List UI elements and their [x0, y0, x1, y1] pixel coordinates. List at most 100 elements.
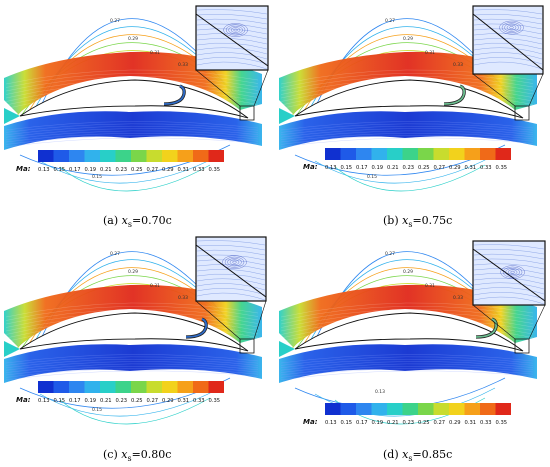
vortex-streamline: [222, 255, 247, 270]
colorbar-swatch: [162, 381, 178, 393]
colorbar-tick: 0.19: [85, 167, 97, 173]
inset-streamline: [196, 283, 266, 291]
panel-a: 0.270.290.310.330.130.15Ma:0.130.150.170…: [0, 0, 275, 233]
contour-label: 0.33: [453, 295, 463, 301]
zoom-connector: [528, 304, 546, 340]
colorbar-swatch: [325, 403, 341, 415]
contour-label: 0.31: [425, 283, 435, 289]
colorbar-swatch: [69, 381, 85, 393]
colorbar-swatch: [325, 148, 341, 160]
vortex-streamline: [224, 256, 245, 268]
contour-label: 0.27: [110, 251, 120, 257]
flow-field-plot-b: 0.270.290.310.330.130.15Ma:0.130.150.170…: [279, 5, 544, 192]
inset-streamline: [196, 245, 266, 251]
caption-c: (c) xs=0.80c: [103, 448, 172, 464]
flow-field-plot-d: 0.270.290.310.330.130.15Ma:0.130.150.170…: [279, 240, 546, 426]
inset-streamline: [196, 9, 268, 15]
colorbar-tick: 0.25: [131, 167, 143, 173]
colorbar-swatch: [418, 148, 434, 160]
zoom-connector: [528, 73, 544, 107]
streamline: [280, 137, 534, 147]
colorbar-swatch: [464, 148, 480, 160]
inset-streamline: [196, 278, 266, 286]
colorbar-tick: 0.25: [418, 420, 430, 426]
zoom-connector: [195, 69, 241, 107]
colorbar-swatch: [84, 150, 100, 162]
inset-streamline: [473, 258, 545, 265]
flow-field: 0.270.290.310.330.130.15Ma:0.130.150.170…: [4, 236, 267, 425]
streamline: [280, 368, 534, 378]
colorbar-tick: 0.13: [325, 165, 337, 171]
colorbar-tick: 0.17: [69, 167, 81, 173]
streamline: [280, 123, 534, 133]
pressure-side-region: [4, 344, 262, 383]
colorbar-swatch: [495, 148, 511, 160]
airfoil: [19, 312, 249, 352]
colorbar-swatch: [115, 150, 131, 162]
inset-streamline: [196, 33, 268, 40]
colorbar-tick: 0.35: [496, 420, 508, 426]
colorbar-swatch: [387, 148, 403, 160]
colorbar-tick: 0.21: [387, 420, 399, 426]
colorbar-swatch: [84, 381, 100, 393]
streamline: [280, 358, 534, 368]
colorbar-swatch: [433, 403, 449, 415]
contour-label: 0.31: [425, 50, 435, 56]
colorbar-label: Ma:: [303, 163, 318, 171]
contour-line: [59, 164, 211, 192]
inset-streamline: [473, 273, 545, 280]
colorbar-swatch: [464, 403, 480, 415]
inset-frame: [195, 5, 269, 71]
zoom-box: [239, 338, 255, 354]
colorbar-tick: 0.29: [449, 420, 461, 426]
vortex-streamline: [228, 25, 243, 35]
colorbar-swatch: [418, 403, 434, 415]
colorbar-tick: 0.23: [116, 398, 128, 404]
inlet-edge: [279, 108, 295, 124]
inset-streamline: [196, 14, 268, 20]
vortex-streamline: [500, 265, 525, 280]
streamline: [5, 354, 259, 364]
airfoil: [19, 79, 249, 119]
streamline: [280, 125, 534, 135]
colorbar-swatch: [177, 150, 193, 162]
inset-streamline: [473, 244, 545, 250]
colorbar-swatch: [100, 150, 116, 162]
contour-label: 0.15: [367, 174, 377, 180]
colorbar: Ma: 0.13 0.15 0.17 0.19 0.21 0.23 0.25 0.27 0.29 0…: [303, 403, 511, 426]
colorbar-label: Ma:: [16, 165, 31, 173]
zoom-box: [514, 105, 530, 121]
colorbar-tick: 0.21: [387, 165, 399, 171]
streamline: [280, 363, 534, 373]
pressure-side-region: [279, 111, 537, 150]
vortex-streamline: [505, 268, 520, 277]
inset-streamline: [196, 269, 266, 276]
colorbar-swatch: [449, 403, 465, 415]
contour-label: 0.33: [453, 62, 463, 68]
zoom-connector: [253, 69, 269, 107]
jet-device-fill: [443, 85, 466, 105]
colorbar-swatch: [371, 148, 387, 160]
colorbar-tick: 0.17: [69, 398, 81, 404]
colorbar-swatch: [433, 148, 449, 160]
zoom-connector: [195, 300, 241, 340]
vortex-streamline: [506, 24, 517, 31]
contour-line: [334, 164, 486, 192]
streamline: [5, 309, 259, 325]
colorbar-tick: 0.25: [131, 398, 143, 404]
colorbar-swatch: [69, 150, 85, 162]
colorbar-tick: 0.33: [480, 420, 492, 426]
panel-c: 0.270.290.310.330.130.15Ma:0.130.150.170…: [0, 233, 275, 466]
colorbar-tick: 0.13: [38, 167, 50, 173]
colorbar-swatch: [356, 403, 372, 415]
colorbar-swatch: [162, 150, 178, 162]
vortex-streamline: [227, 258, 242, 267]
inset-streamline: [196, 28, 268, 35]
contour-label: 0.29: [128, 36, 138, 42]
inset-streamline: [473, 292, 545, 300]
inset-streamline: [473, 249, 545, 255]
streamline: [5, 73, 259, 88]
streamline: [5, 69, 259, 85]
colorbar-tick: 0.33: [480, 165, 492, 171]
colorbar-tick: 0.29: [449, 165, 461, 171]
